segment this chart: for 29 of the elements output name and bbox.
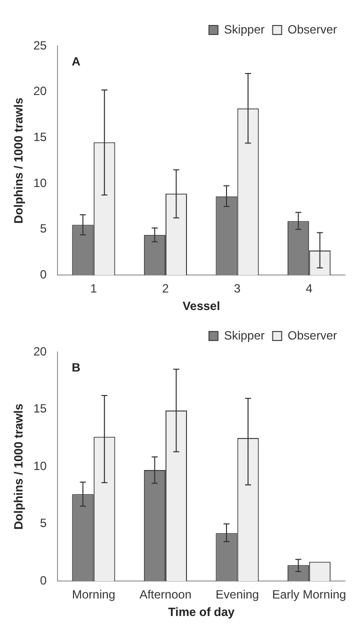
legend-label: Observer [288, 22, 338, 36]
x-axis-title: Vessel [182, 299, 220, 314]
legend-label: Skipper [224, 22, 265, 36]
y-tick-label: 0 [40, 574, 48, 588]
y-axis-title: Dolphins / 1000 trawls [12, 403, 26, 530]
y-tick-label: 10 [33, 176, 48, 190]
x-tick-label: Evening [216, 588, 259, 602]
x-tick-label: 2 [162, 282, 170, 296]
y-tick-label: 10 [33, 458, 48, 473]
y-tick-label: 20 [33, 84, 48, 98]
x-tick-label: 3 [234, 282, 241, 296]
annotation: A [72, 54, 81, 68]
x-tick-label: 4 [306, 282, 313, 296]
y-tick-label: 15 [33, 402, 48, 416]
y-tick-label: 25 [33, 38, 48, 52]
x-axis-title: Time of day [168, 605, 235, 620]
legend-label: Skipper [224, 328, 265, 342]
y-tick-label: 0 [40, 268, 48, 282]
y-axis-title: Dolphins / 1000 trawls [12, 97, 26, 224]
legend-label: Observer [288, 328, 338, 342]
y-tick-label: 20 [33, 344, 48, 358]
x-tick-label: 1 [90, 282, 98, 296]
y-tick-label: 5 [40, 222, 48, 236]
y-tick-label: 15 [33, 130, 48, 144]
x-tick-label: Morning [72, 588, 116, 602]
y-tick-label: 5 [40, 516, 48, 530]
annotation: B [72, 360, 81, 374]
x-tick-label: Early Morning [272, 588, 346, 602]
x-tick-label: Afternoon [139, 588, 192, 602]
